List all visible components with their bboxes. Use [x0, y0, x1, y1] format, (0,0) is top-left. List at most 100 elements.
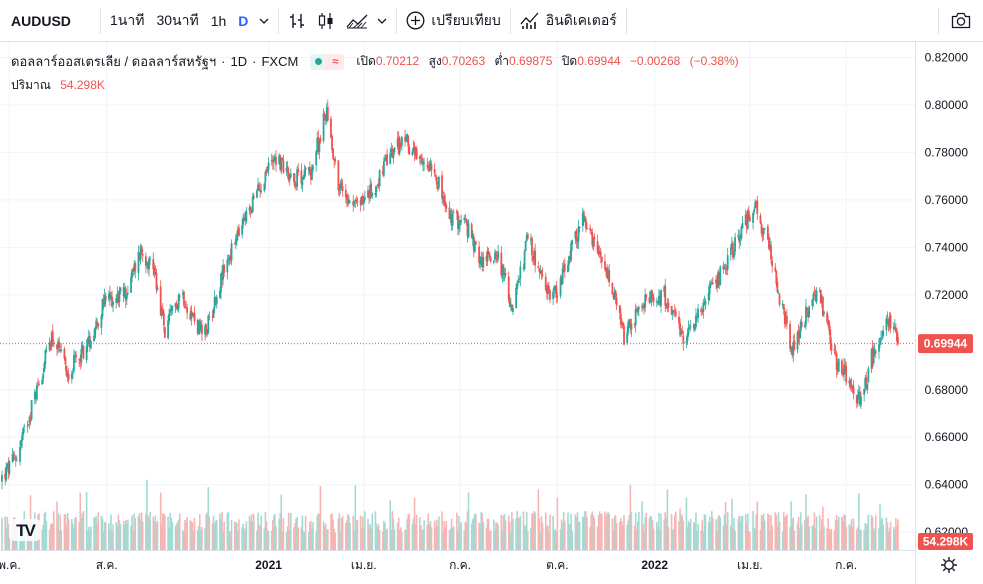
candle-body	[250, 209, 253, 214]
volume-bar	[556, 497, 559, 550]
candle-body	[826, 312, 829, 322]
candle-body	[464, 217, 467, 220]
chart-style-menu-button[interactable]	[377, 0, 396, 42]
candle-body	[33, 392, 36, 400]
candle-body	[480, 257, 483, 262]
candle-body	[177, 294, 180, 309]
volume-bar	[206, 512, 209, 550]
volume-bar	[463, 530, 466, 550]
candle-body	[504, 273, 507, 275]
candle-body	[196, 320, 199, 334]
volume-bar	[725, 524, 728, 550]
candle-body	[569, 257, 571, 259]
candle-body	[590, 230, 593, 232]
volume-bar	[124, 519, 127, 550]
interval-30m-button[interactable]: 30นาที	[156, 11, 199, 28]
candle-body	[398, 142, 401, 153]
volume-bar	[112, 524, 114, 550]
volume-bar	[445, 521, 448, 550]
candle-body	[709, 283, 712, 285]
volume-bar	[633, 525, 636, 550]
volume-bar	[170, 517, 173, 550]
candle-body	[797, 330, 800, 337]
candle-body	[828, 321, 831, 331]
volume-bar	[252, 514, 255, 550]
instrument-title[interactable]: ดอลลาร์ออสเตรเลีย / ดอลลาร์สหรัฐฯ	[11, 54, 217, 69]
volume-bar	[724, 502, 727, 550]
volume-bar	[356, 520, 359, 550]
volume-bar	[438, 516, 440, 550]
interval-d-button[interactable]: D	[238, 12, 249, 29]
time-tick-label: เม.ย.	[737, 558, 763, 572]
candle-body	[285, 167, 288, 172]
volume-bar	[523, 526, 526, 550]
symbol-search-button[interactable]: AUDUSD	[11, 12, 71, 29]
indicators-button[interactable]: อินดิเคเตอร์	[511, 0, 626, 42]
volume-bar	[571, 530, 573, 550]
snapshot-button[interactable]	[939, 0, 983, 42]
volume-bar	[78, 521, 81, 550]
compare-button[interactable]: เปรียบเทียบ	[397, 0, 509, 42]
candle-body	[897, 337, 899, 344]
volume-bar	[873, 530, 876, 550]
bar-style-button[interactable]	[279, 0, 315, 42]
volume-bar	[799, 512, 802, 550]
candle-body	[44, 350, 47, 365]
candle-body	[553, 286, 556, 291]
candle-body	[102, 299, 105, 306]
candle-body	[582, 211, 585, 221]
area-style-button[interactable]	[344, 0, 377, 42]
volume-bar	[841, 516, 843, 550]
volume-bar	[650, 517, 653, 550]
volume-bar	[312, 522, 314, 550]
candle-body	[701, 311, 704, 313]
volume-bar	[421, 529, 423, 550]
candle-body	[496, 258, 498, 261]
candle-body	[796, 332, 799, 350]
interval-menu-button[interactable]	[257, 0, 278, 42]
volume-bar	[406, 519, 408, 550]
candle-body	[678, 316, 680, 324]
candle-body	[665, 306, 668, 309]
volume-bar	[163, 513, 165, 550]
candle-body	[286, 166, 289, 173]
interval-1h-button[interactable]: 1h	[210, 12, 227, 29]
candle-body	[281, 157, 284, 161]
candle-body	[333, 159, 336, 161]
market-open-dot-icon	[310, 53, 327, 70]
candle-body	[437, 177, 440, 188]
candle-body	[489, 257, 492, 262]
candle-body	[692, 324, 695, 329]
candle-body	[555, 286, 558, 298]
volume-bar	[622, 525, 624, 550]
volume-bar	[887, 531, 890, 550]
candle-body	[470, 224, 473, 238]
open-value: 0.70212	[375, 54, 420, 68]
volume-bar	[688, 522, 691, 550]
candle-body	[879, 337, 881, 345]
candle-body	[48, 342, 51, 351]
candle-body	[104, 295, 107, 301]
market-status-badge[interactable]: ≈	[310, 53, 345, 70]
volume-bar	[834, 519, 837, 550]
volume-bar	[382, 531, 384, 550]
candle-body	[734, 237, 736, 252]
volume-bar	[294, 523, 296, 550]
settings-button[interactable]	[941, 557, 957, 573]
candle-body	[481, 257, 484, 267]
candle-body	[633, 323, 636, 325]
candle-body	[615, 297, 618, 306]
volume-bar	[355, 520, 358, 550]
candle-body	[663, 286, 666, 293]
volume-bar	[663, 519, 666, 550]
volume-bar	[57, 513, 59, 550]
candle-body	[421, 157, 423, 164]
interval-1m-button[interactable]: 1นาที	[110, 11, 145, 28]
price-axis[interactable]	[915, 42, 983, 550]
volume-bar	[226, 513, 229, 550]
candle-body	[488, 253, 491, 258]
candle-body	[546, 285, 549, 294]
candle-style-button[interactable]	[315, 0, 344, 42]
volume-bar	[221, 511, 223, 550]
